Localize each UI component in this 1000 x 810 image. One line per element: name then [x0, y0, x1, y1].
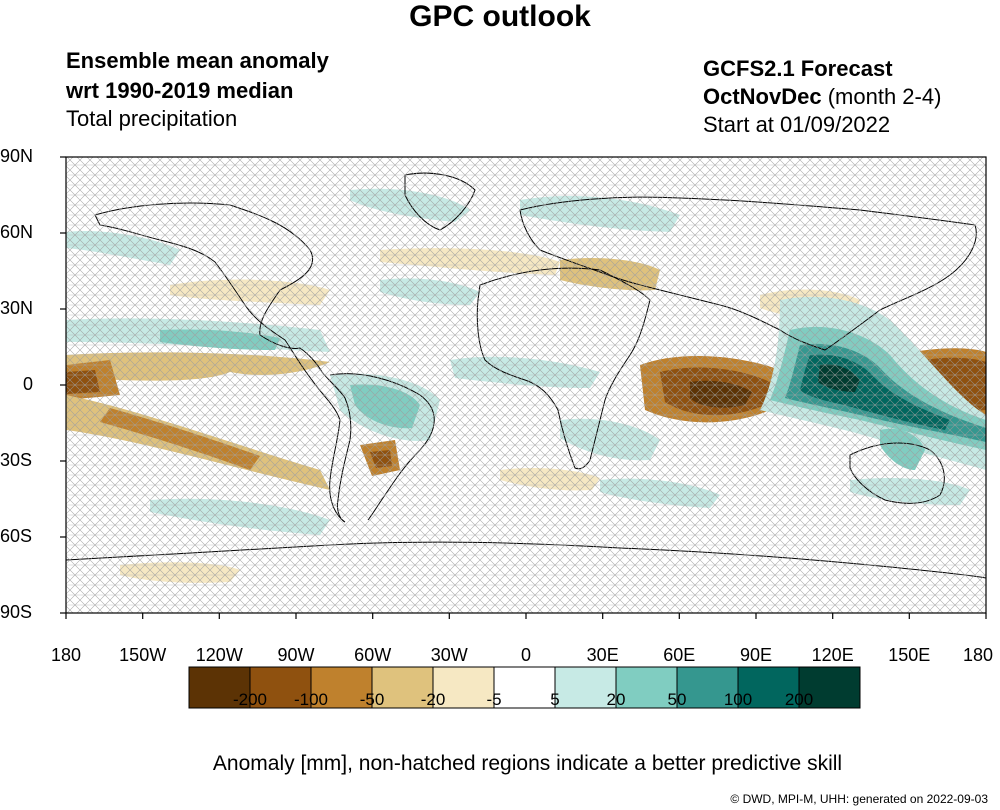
- lat-label: 60N: [0, 222, 34, 242]
- colorbar-tick-label: -50: [359, 690, 385, 709]
- subtitle-line-1: Ensemble mean anomaly: [66, 48, 329, 73]
- colorbar-swatch: [310, 666, 373, 709]
- lat-label: 90N: [0, 146, 34, 166]
- model-label: GCFS2.1 Forecast: [703, 56, 893, 81]
- colorbar-tick-label: 50: [667, 690, 687, 709]
- lon-label: 180: [50, 645, 82, 665]
- lon-label: 90E: [739, 645, 773, 665]
- season-months: (month 2-4): [821, 84, 942, 109]
- start-date-label: Start at 01/09/2022: [703, 112, 891, 137]
- colorbar-swatch: [554, 666, 617, 709]
- lon-label: 180: [962, 645, 994, 665]
- colorbar-swatch: [432, 666, 495, 709]
- colorbar-tick-label: 100: [723, 690, 753, 709]
- lon-label: 120E: [811, 645, 854, 665]
- lat-label: 60S: [0, 526, 33, 546]
- variable-label: Total precipitation: [66, 106, 238, 131]
- colorbar: [188, 666, 861, 709]
- colorbar-tick-label: 20: [606, 690, 626, 709]
- subtitle-line-2: wrt 1990-2019 median: [66, 78, 294, 103]
- colorbar-swatch: [188, 666, 251, 709]
- lon-label: 90W: [277, 645, 315, 665]
- colorbar-swatch: [493, 666, 556, 709]
- colorbar-tick-label: -200: [232, 690, 268, 709]
- lat-label: 30S: [0, 450, 33, 470]
- colorbar-swatch: [676, 666, 739, 709]
- colorbar-title: Anomaly [mm], non-hatched regions indica…: [212, 752, 843, 775]
- season-label: OctNovDec (month 2-4): [703, 84, 941, 110]
- lon-label: 150E: [888, 645, 931, 665]
- lon-label: 150W: [119, 645, 167, 665]
- map-area: [66, 157, 986, 613]
- lon-label: 60E: [663, 645, 696, 665]
- colorbar-tick-label: -5: [486, 690, 502, 709]
- low-skill-hatching: [66, 157, 986, 613]
- colorbar-tick-label: 5: [550, 690, 560, 709]
- colorbar-tick-label: 200: [784, 690, 814, 709]
- lon-label: 60W: [354, 645, 392, 665]
- colorbar-tick-label: -20: [420, 690, 446, 709]
- lon-label: 120W: [195, 645, 243, 665]
- colorbar-tick-label: -100: [293, 690, 329, 709]
- page-title: GPC outlook: [409, 0, 591, 33]
- lat-label: 0: [22, 374, 33, 394]
- lat-label: 90S: [0, 602, 33, 622]
- axis-ticks: [60, 156, 987, 619]
- credit-line: © DWD, MPI-M, UHH: generated on 2022-09-…: [730, 792, 988, 806]
- lon-label: 30W: [430, 645, 468, 665]
- season-name: OctNovDec: [703, 84, 822, 109]
- lon-label: 0: [520, 645, 532, 665]
- colorbar-swatch: [798, 666, 861, 709]
- colorbar-swatch: [249, 666, 312, 709]
- colorbar-swatch: [371, 666, 434, 709]
- lon-label: 30E: [586, 645, 619, 665]
- lat-label: 30N: [0, 298, 34, 318]
